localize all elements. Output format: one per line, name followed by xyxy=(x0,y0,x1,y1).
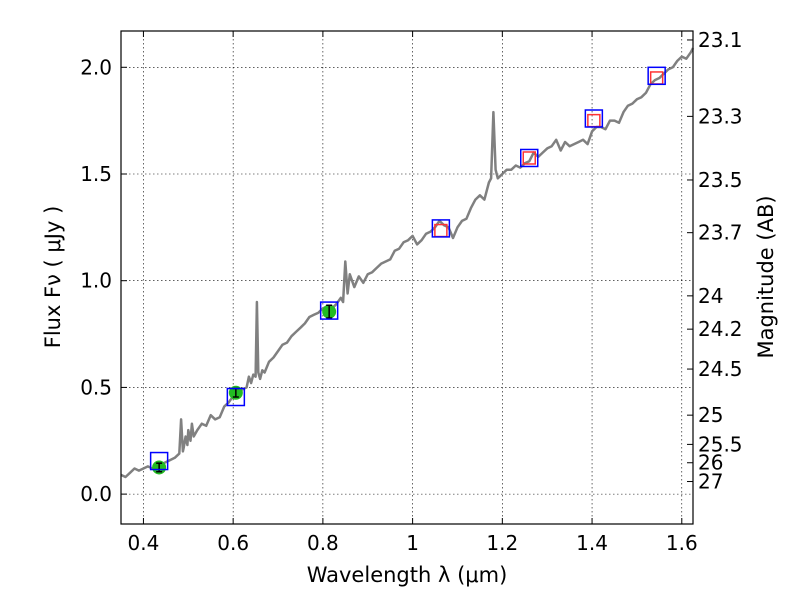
grid-lines xyxy=(121,31,693,524)
x-tick-label: 1 xyxy=(406,531,419,555)
magnitude-tick-label: 27 xyxy=(698,470,723,494)
y-tick-label: 0.5 xyxy=(80,375,112,399)
magnitude-tick-label: 23.1 xyxy=(698,28,743,52)
y-axis-label-left: Flux Fν ( μJy ) xyxy=(41,206,65,349)
spectrum-line xyxy=(120,47,695,479)
magnitude-tick-label: 24.5 xyxy=(698,357,743,381)
magnitude-tick-label: 23.7 xyxy=(698,221,743,245)
model-photometry-marker xyxy=(584,109,604,128)
magnitude-tick-label: 23.3 xyxy=(698,104,743,128)
model-photometry-marker xyxy=(226,387,246,407)
x-tick-label: 1.2 xyxy=(486,531,518,555)
x-tick-label: 0.4 xyxy=(128,531,160,555)
y-tick-label: 0.0 xyxy=(80,482,112,506)
model-photometry-marker xyxy=(520,148,539,168)
x-tick-label: 1.6 xyxy=(666,531,698,555)
model-photometry-marker xyxy=(149,451,169,471)
magnitude-tick-label: 25 xyxy=(698,403,723,427)
model-photometry-marker xyxy=(319,301,339,320)
plot-frame xyxy=(120,30,694,525)
plot-area xyxy=(121,31,693,524)
x-tick-label: 0.8 xyxy=(307,531,339,555)
magnitude-tick-label: 25.5 xyxy=(698,432,743,456)
y-tick-label: 2.0 xyxy=(80,55,112,79)
model-photometry-marker xyxy=(647,66,666,86)
x-axis-label: Wavelength λ (μm) xyxy=(307,563,508,587)
magnitude-tick-label: 24 xyxy=(698,284,723,308)
y-tick-label: 1.5 xyxy=(80,162,112,186)
magnitude-tick-label: 23.5 xyxy=(698,168,743,192)
y-axis-label-right: Magnitude (AB) xyxy=(754,195,778,358)
magnitude-tick-label: 24.2 xyxy=(698,317,743,341)
y-tick-label: 1.0 xyxy=(80,269,112,293)
tick-labels: 0.4 0.6 0.8 1 1.2 1.4 1.6 0.0 0.5 1.0 1.5 2.0 23.1 23… xyxy=(80,28,742,555)
upper-limit-marker xyxy=(522,151,537,165)
x-tick-label: 1.4 xyxy=(576,531,608,555)
tick-marks xyxy=(121,31,693,524)
model-photometry-marker xyxy=(431,219,451,238)
x-tick-label: 0.6 xyxy=(217,531,249,555)
magnitude-tick-label: 26 xyxy=(698,451,723,475)
data-series xyxy=(120,47,695,479)
